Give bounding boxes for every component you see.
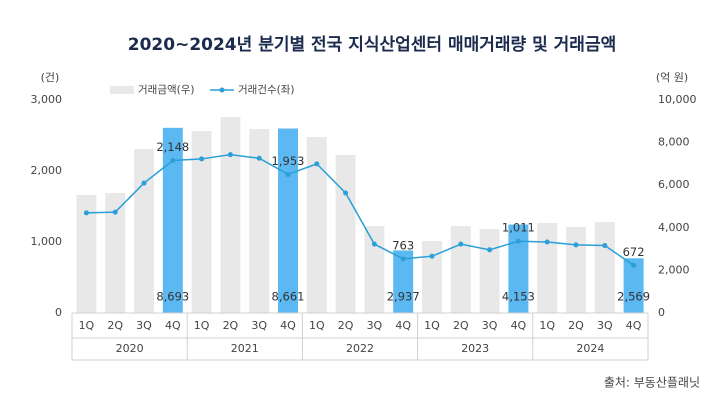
line-point: [199, 156, 205, 162]
bar: [76, 194, 97, 313]
x-tick-label: 1Q: [539, 319, 555, 332]
line-point: [256, 155, 262, 161]
value-label: 4,153: [502, 290, 535, 304]
x-tick-label: 3Q: [251, 319, 267, 332]
x-tick-label: 1Q: [194, 319, 210, 332]
y2-tick-label: 6,000: [658, 178, 690, 191]
x-tick-label: 3Q: [482, 319, 498, 332]
value-label: 8,661: [272, 290, 305, 304]
line-point: [573, 242, 579, 248]
bar: [364, 226, 385, 313]
bar: [306, 137, 327, 313]
x-tick-label: 1Q: [309, 319, 325, 332]
legend-label: 거래금액(우): [138, 84, 195, 96]
bar: [594, 222, 615, 313]
y-tick-label: 0: [55, 306, 62, 319]
y-tick-label: 2,000: [31, 164, 63, 177]
bar: [450, 226, 471, 313]
year-label: 2021: [231, 342, 259, 355]
x-tick-label: 4Q: [626, 319, 642, 332]
y2-tick-label: 10,000: [658, 93, 697, 106]
line-point: [227, 152, 233, 158]
bar: [191, 131, 212, 313]
value-label: 2,569: [617, 290, 650, 304]
x-tick-label: 2Q: [107, 319, 123, 332]
chart-title: 2020~2024년 분기별 전국 지식산업센터 매매거래량 및 거래금액: [128, 35, 616, 55]
x-tick-label: 1Q: [424, 319, 440, 332]
bar: [335, 154, 356, 313]
line-point: [487, 247, 493, 253]
line-point: [631, 262, 637, 268]
x-tick-label: 2Q: [568, 319, 584, 332]
line-point: [343, 190, 349, 196]
line-point: [602, 243, 608, 249]
y2-tick-label: 0: [658, 306, 665, 319]
line-point: [314, 161, 320, 167]
bar: [162, 127, 183, 313]
bar: [105, 193, 126, 313]
source: 출처: 부동산플래닛: [604, 376, 700, 390]
y-axis-label: (건): [41, 71, 60, 84]
bar: [623, 258, 644, 313]
bar: [566, 226, 586, 313]
line: [86, 153, 635, 266]
value-label: 672: [623, 245, 645, 259]
line-point: [285, 171, 291, 177]
legend-swatch: [110, 86, 134, 94]
x-tick-label: 2Q: [338, 319, 354, 332]
year-label: 2023: [461, 342, 489, 355]
y2-tick-label: 2,000: [658, 263, 690, 276]
x-tick-label: 4Q: [511, 319, 527, 332]
bar: [278, 128, 298, 313]
y-tick-label: 3,000: [31, 93, 63, 106]
bar: [422, 241, 442, 313]
value-label: 2,937: [387, 290, 420, 304]
year-label: 2024: [576, 342, 604, 355]
line-point: [515, 238, 521, 244]
y-tick-label: 1,000: [31, 235, 63, 248]
line-point: [83, 210, 89, 216]
line-point: [400, 256, 406, 262]
bar: [249, 128, 270, 313]
line-point: [371, 241, 377, 247]
x-tick-label: 4Q: [395, 319, 411, 332]
x-tick-label: 4Q: [165, 319, 181, 332]
y2-tick-label: 8,000: [658, 136, 690, 149]
value-label: 1,953: [272, 154, 305, 168]
bar: [479, 229, 500, 313]
year-label: 2020: [116, 342, 144, 355]
line-point: [458, 241, 464, 247]
y2-tick-label: 4,000: [658, 221, 690, 234]
x-tick-label: 1Q: [79, 319, 95, 332]
x-tick-label: 3Q: [367, 319, 383, 332]
line-point: [112, 209, 118, 215]
x-tick-label: 2Q: [223, 319, 239, 332]
y2-axis-label: (억 원): [656, 71, 688, 84]
bar: [220, 117, 241, 313]
x-tick-label: 2Q: [453, 319, 469, 332]
line-point: [544, 239, 550, 245]
bar: [508, 224, 529, 313]
value-label: 8,693: [156, 290, 189, 304]
year-label: 2022: [346, 342, 374, 355]
bar: [393, 250, 414, 313]
x-tick-label: 4Q: [280, 319, 296, 332]
legend-swatch: [219, 87, 225, 93]
line-point: [141, 180, 147, 186]
x-tick-label: 3Q: [597, 319, 613, 332]
value-label: 2,148: [156, 140, 189, 154]
x-tick-label: 3Q: [136, 319, 152, 332]
line-point: [429, 253, 435, 259]
value-label: 763: [392, 238, 414, 252]
line-point: [170, 157, 176, 163]
legend-label: 거래건수(좌): [238, 84, 295, 96]
value-label: 1,011: [502, 221, 535, 235]
bar: [537, 222, 558, 313]
bar: [134, 148, 154, 313]
